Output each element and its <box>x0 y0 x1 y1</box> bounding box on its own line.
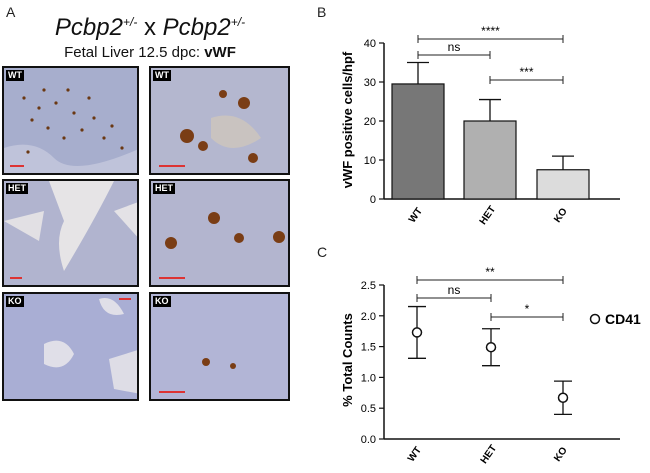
genotype-tag: KO <box>153 296 171 307</box>
stain-dot <box>87 96 91 100</box>
genotype-tag: HET <box>6 183 28 194</box>
scale-bar <box>159 165 185 167</box>
subtitle-prefix: Fetal Liver 12.5 dpc: <box>64 44 201 61</box>
bar <box>391 83 445 200</box>
y-tick-label: 0.0 <box>361 434 376 446</box>
stain-dot <box>37 106 41 110</box>
stain-dot <box>120 146 124 150</box>
panel-a-subtitle: Fetal Liver 12.5 dpc: vWF <box>0 44 300 61</box>
scale-bar <box>10 277 22 279</box>
y-tick-label: 2.0 <box>361 311 376 323</box>
y-tick-label: 10 <box>364 155 376 167</box>
significance-label: ** <box>485 265 495 279</box>
scale-bar <box>159 391 185 393</box>
stain-dot <box>72 111 76 115</box>
significance-label: ns <box>448 40 461 54</box>
stain-dot <box>42 88 46 92</box>
micrograph-het-low: HET <box>2 179 139 287</box>
data-point <box>411 327 423 338</box>
stain-dot <box>62 136 66 140</box>
points <box>384 305 620 440</box>
data-point <box>485 341 497 353</box>
subtitle-marker: vWF <box>204 44 236 61</box>
genotype-tag: WT <box>153 70 171 81</box>
stain-dot <box>46 126 50 130</box>
panel-c-letter: C <box>317 244 328 260</box>
stain-dot <box>22 96 26 100</box>
scale-bar <box>159 277 185 279</box>
y-tick-label: 0.5 <box>361 403 376 415</box>
legend-marker <box>589 313 601 325</box>
tissue-image <box>151 294 288 399</box>
genotype-sup-2: +/- <box>230 15 246 29</box>
significance-label: * <box>525 302 530 316</box>
tissue-image <box>151 181 288 285</box>
y-tick-label: 30 <box>364 77 376 89</box>
stain-dots <box>22 88 124 154</box>
significance-brackets: ** ns * <box>416 265 564 321</box>
genotype-tag: HET <box>153 183 175 194</box>
bar <box>463 120 517 200</box>
stain-dot <box>54 101 58 105</box>
x-tick-label: KO <box>552 206 570 225</box>
significance-label: ns <box>448 283 461 297</box>
x-tick-label: WT <box>407 206 425 225</box>
stain-dot <box>92 116 96 120</box>
y-tick-label: 0 <box>370 194 376 206</box>
stain-dot <box>110 124 114 128</box>
tissue-image <box>4 294 137 399</box>
y-axis: 0.0 0.5 1.0 1.5 2.0 2.5 <box>361 280 385 446</box>
legend: CD41 <box>589 311 641 327</box>
micrograph-ko-high: KO <box>149 292 290 401</box>
x-tick-label: HET <box>479 443 499 466</box>
micrograph-ko-low: KO <box>2 292 139 401</box>
stain-dot <box>66 88 70 92</box>
micrograph-wt-high: WT <box>149 66 290 175</box>
y-axis-label: vWF positive cells/hpf <box>340 51 355 188</box>
y-tick-label: 1.5 <box>361 342 376 354</box>
gene-name-2: Pcbp2 <box>162 14 231 41</box>
panel-b-letter: B <box>317 4 327 20</box>
x-tick-label: WT <box>406 445 424 464</box>
significance-label: **** <box>481 24 500 38</box>
significance-brackets: **** ns *** <box>417 24 564 84</box>
stain-dot <box>30 118 34 122</box>
bars <box>384 61 620 200</box>
genotype-tag: KO <box>6 296 24 307</box>
bar-chart: vWF positive cells/hpf 0 10 20 30 40 WT HET KO… <box>340 24 620 227</box>
x-tick-label: KO <box>552 445 570 464</box>
dot-chart: % Total Counts 0.0 0.5 1.0 1.5 2.0 2.5 WT HET K… <box>340 265 641 466</box>
y-tick-label: 2.5 <box>361 280 376 292</box>
x-tick-label: HET <box>478 204 498 227</box>
panel-a-title: Pcbp2+/- x Pcbp2+/- <box>0 14 300 42</box>
bar <box>536 169 590 200</box>
y-tick-label: 40 <box>364 38 376 50</box>
legend-label: CD41 <box>605 311 641 327</box>
x-tick-labels: WT HET KO <box>407 204 570 227</box>
y-tick-label: 20 <box>364 116 376 128</box>
stain-dot <box>26 150 30 154</box>
significance-label: *** <box>519 65 533 79</box>
stain-dot <box>80 128 84 132</box>
stain-dot <box>102 136 106 140</box>
x-tick-labels: WT HET KO <box>406 443 570 466</box>
y-tick-label: 1.0 <box>361 372 376 384</box>
panel-a-letter: A <box>6 4 16 20</box>
micrograph-wt-low: WT <box>2 66 139 175</box>
micrograph-het-high: HET <box>149 179 290 287</box>
genotype-tag: WT <box>6 70 24 81</box>
scale-bar <box>119 298 131 300</box>
gene-name-1: Pcbp2 <box>54 14 123 41</box>
y-axis: 0 10 20 30 40 <box>364 38 385 206</box>
data-point <box>557 392 569 403</box>
y-axis-label: % Total Counts <box>340 313 355 407</box>
tissue-image <box>4 181 137 285</box>
tissue-image <box>151 68 288 173</box>
genotype-sup-1: +/- <box>122 15 138 29</box>
tissue-image <box>4 68 137 173</box>
scale-bar <box>10 165 24 167</box>
cross-symbol: x <box>144 14 156 41</box>
